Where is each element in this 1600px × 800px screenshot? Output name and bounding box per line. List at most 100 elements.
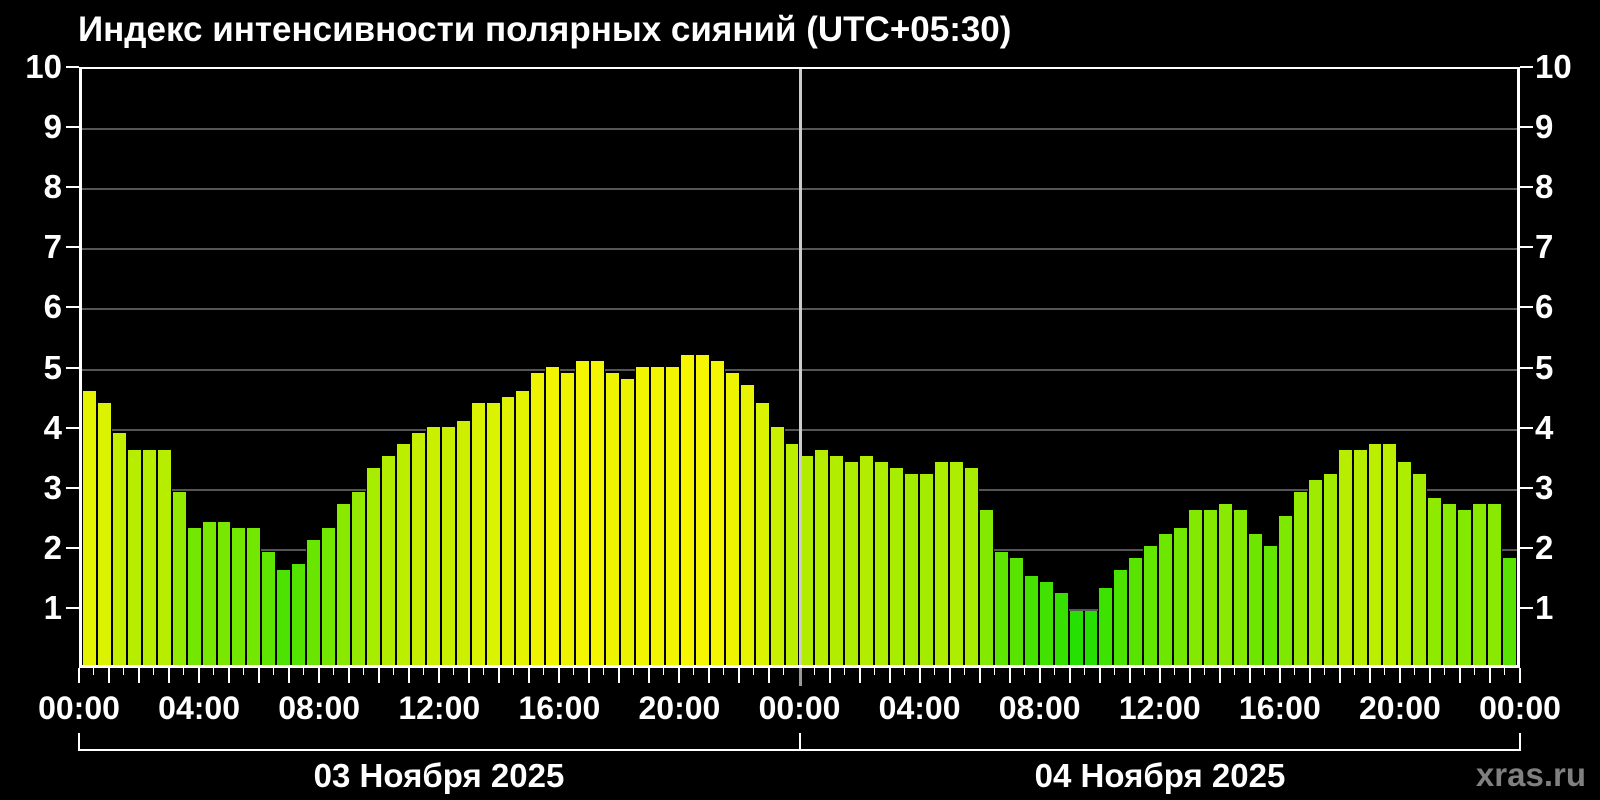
y-axis-label-left: 5: [43, 348, 62, 386]
watermark-link[interactable]: xras.ru: [1475, 756, 1586, 793]
x-axis-label: 00:00: [38, 690, 120, 726]
x-axis-tick-hour: [78, 668, 80, 683]
x-axis-tick-halfhour: [453, 668, 455, 675]
bar: [186, 527, 202, 665]
bar: [1143, 545, 1159, 665]
x-axis-tick-hour: [1218, 668, 1221, 683]
bar: [1098, 587, 1114, 665]
x-axis-tick-halfhour: [873, 668, 875, 675]
y-axis-label-right: 4: [1535, 408, 1554, 446]
x-axis-tick-halfhour: [153, 668, 155, 675]
bar: [82, 390, 97, 665]
bar: [934, 462, 949, 665]
bar: [1412, 474, 1428, 665]
x-axis-label: 04:00: [878, 690, 961, 726]
x-axis-tick-hour: [228, 668, 231, 683]
y-axis-tick-right: [1520, 366, 1533, 369]
bar: [1487, 504, 1503, 665]
x-axis-label: 00:00: [1479, 690, 1561, 726]
x-axis-tick-halfhour: [1383, 668, 1385, 675]
bar: [395, 444, 411, 665]
bar: [111, 432, 127, 665]
x-axis-tick-hour: [1488, 668, 1491, 683]
bar: [1068, 611, 1084, 665]
bar: [231, 527, 247, 665]
x-axis-tick-halfhour: [213, 668, 215, 675]
x-axis-tick-halfhour: [1233, 668, 1235, 675]
bar: [754, 402, 770, 665]
y-axis-label-right: 5: [1535, 348, 1554, 386]
bar: [844, 462, 860, 665]
bar: [904, 474, 920, 665]
x-axis-tick-hour: [768, 668, 771, 683]
bar: [141, 450, 157, 665]
x-axis-tick-hour: [1038, 668, 1041, 683]
x-axis-tick-hour: [1068, 668, 1071, 683]
bar: [366, 468, 381, 665]
x-axis-label: 08:00: [998, 690, 1081, 726]
x-axis-tick-hour: [678, 668, 681, 683]
x-axis-tick-hour: [498, 668, 501, 683]
bar: [948, 462, 964, 665]
x-axis-tick-halfhour: [1413, 668, 1415, 675]
y-axis-tick-right: [1520, 606, 1533, 609]
bar: [784, 444, 800, 665]
bar: [1472, 504, 1488, 665]
y-axis-label-right: 3: [1535, 468, 1554, 506]
x-axis-tick-halfhour: [753, 668, 755, 675]
bar: [1188, 510, 1204, 665]
y-axis-tick-left: [66, 486, 79, 489]
bar: [440, 426, 456, 665]
y-axis-tick-right: [1520, 186, 1533, 189]
bar: [1337, 450, 1353, 665]
x-axis-tick-halfhour: [1053, 668, 1055, 675]
x-axis-label: 20:00: [638, 690, 721, 726]
bar: [455, 420, 471, 665]
x-axis-tick-hour: [198, 668, 201, 683]
bar: [829, 456, 845, 665]
bar: [1457, 510, 1473, 665]
x-axis-tick-hour: [1428, 668, 1431, 683]
x-axis-tick-halfhour: [933, 668, 935, 675]
y-axis-tick-left: [66, 426, 79, 429]
x-axis-tick-halfhour: [1293, 668, 1295, 675]
x-axis-tick-hour: [1188, 668, 1191, 683]
x-axis-tick-hour: [318, 668, 321, 683]
x-axis-label: 04:00: [158, 690, 240, 726]
x-axis-tick-halfhour: [93, 668, 94, 675]
x-axis-tick-hour: [888, 668, 891, 683]
y-axis-tick-left: [66, 246, 79, 249]
x-axis-tick-hour: [918, 668, 921, 683]
day-bracket-cap-0: [78, 733, 80, 751]
x-axis-label: 12:00: [398, 690, 481, 726]
bar: [694, 355, 710, 665]
bar: [1158, 533, 1174, 665]
y-axis-label-left: 9: [43, 108, 62, 146]
day-separator-tick: [798, 668, 802, 686]
x-axis-tick-halfhour: [1113, 668, 1115, 675]
bar: [709, 361, 725, 665]
x-axis-tick-hour: [558, 668, 561, 683]
bar: [545, 367, 561, 665]
bar: [246, 527, 262, 665]
x-axis-tick-hour: [618, 668, 621, 683]
x-axis-tick-hour: [1458, 668, 1461, 683]
y-axis-tick-right: [1520, 126, 1533, 129]
bar: [1262, 545, 1278, 665]
bar: [605, 372, 621, 665]
y-axis-tick-right: [1520, 306, 1533, 309]
bar: [1427, 498, 1443, 665]
bar: [620, 378, 636, 665]
x-axis-tick-hour: [1398, 668, 1401, 683]
y-axis-label-left: 8: [43, 168, 62, 206]
y-axis-tick-right: [1520, 486, 1533, 489]
x-axis-label: 00:00: [758, 690, 841, 726]
day-bracket-cap-2: [1519, 733, 1521, 751]
bar: [380, 456, 396, 665]
bar: [1352, 450, 1368, 665]
bar: [724, 372, 740, 665]
bar: [351, 492, 366, 665]
bar: [874, 462, 890, 665]
x-axis-tick-hour: [1128, 668, 1131, 683]
bar: [470, 402, 486, 665]
